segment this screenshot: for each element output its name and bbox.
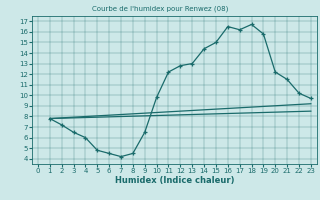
- Text: Courbe de l'humidex pour Renwez (08): Courbe de l'humidex pour Renwez (08): [92, 6, 228, 12]
- X-axis label: Humidex (Indice chaleur): Humidex (Indice chaleur): [115, 176, 234, 185]
